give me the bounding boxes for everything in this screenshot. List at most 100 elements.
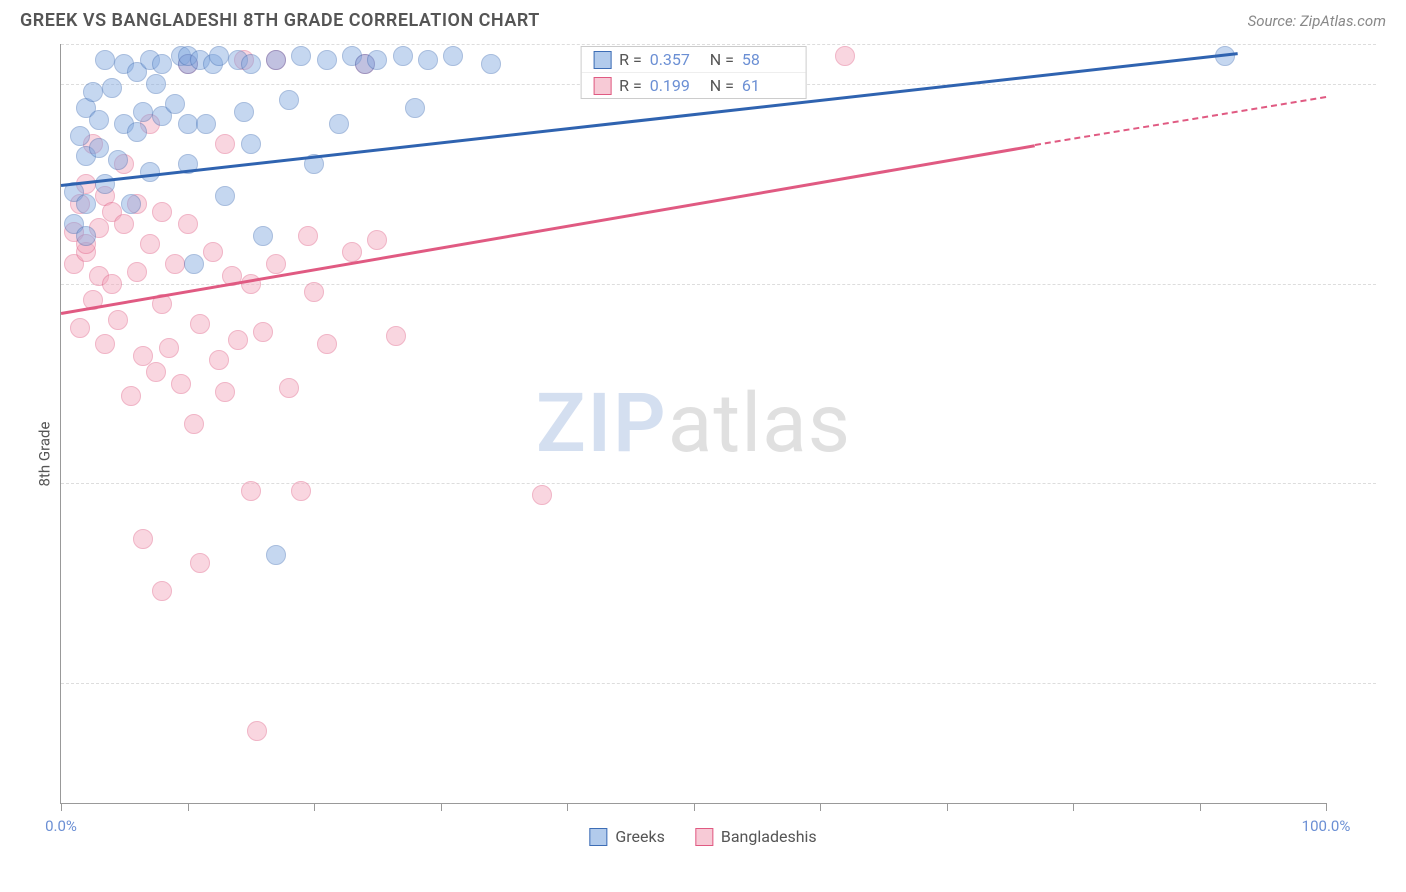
legend-row-bangladeshis: R = 0.199 N = 61 — [581, 73, 806, 98]
data-point — [266, 545, 286, 565]
data-point — [102, 78, 122, 98]
data-point — [133, 102, 153, 122]
data-point — [114, 214, 134, 234]
correlation-legend: R = 0.357 N = 58 R = 0.199 N = 61 — [580, 46, 807, 99]
series-legend: Greeks Bangladeshis — [589, 827, 816, 846]
data-point — [152, 54, 172, 74]
x-tick — [1073, 803, 1074, 811]
data-point — [127, 122, 147, 142]
data-point — [253, 226, 273, 246]
data-point — [279, 378, 299, 398]
x-tick — [694, 803, 695, 811]
data-point — [102, 274, 122, 294]
data-point — [386, 326, 406, 346]
data-point — [215, 382, 235, 402]
watermark-zip: ZIP — [536, 376, 668, 472]
swatch-greeks — [593, 51, 611, 69]
data-point — [108, 310, 128, 330]
data-point — [418, 50, 438, 70]
data-point — [152, 202, 172, 222]
legend-label-greeks: Greeks — [615, 827, 665, 846]
x-tick-label: 100.0% — [1302, 817, 1351, 835]
data-point — [329, 114, 349, 134]
data-point — [178, 214, 198, 234]
data-point — [241, 274, 261, 294]
data-point — [266, 254, 286, 274]
r-value-bangladeshis: 0.199 — [650, 76, 702, 95]
data-point — [95, 174, 115, 194]
data-point — [405, 98, 425, 118]
data-point — [76, 194, 96, 214]
data-point — [165, 254, 185, 274]
data-point — [152, 581, 172, 601]
data-point — [241, 481, 261, 501]
swatch-greeks-bottom — [589, 828, 607, 846]
data-point — [241, 54, 261, 74]
data-point — [279, 90, 299, 110]
data-point — [171, 374, 191, 394]
data-point — [835, 46, 855, 66]
data-point — [165, 94, 185, 114]
data-point — [89, 110, 109, 130]
data-point — [317, 50, 337, 70]
data-point — [146, 74, 166, 94]
data-point — [317, 334, 337, 354]
chart-header: GREEK VS BANGLADESHI 8TH GRADE CORRELATI… — [0, 0, 1406, 31]
data-point — [342, 242, 362, 262]
data-point — [215, 134, 235, 154]
data-point — [121, 386, 141, 406]
n-value-bangladeshis: 61 — [742, 76, 794, 95]
data-point — [203, 242, 223, 262]
r-value-greeks: 0.357 — [650, 50, 702, 69]
data-point — [95, 334, 115, 354]
x-tick — [820, 803, 821, 811]
data-point — [76, 226, 96, 246]
y-axis-label: 8th Grade — [35, 422, 53, 487]
data-point — [266, 50, 286, 70]
x-tick — [567, 803, 568, 811]
n-value-greeks: 58 — [742, 50, 794, 69]
data-point — [190, 314, 210, 334]
data-point — [178, 114, 198, 134]
x-tick — [441, 803, 442, 811]
data-point — [70, 126, 90, 146]
data-point — [140, 162, 160, 182]
data-point — [215, 186, 235, 206]
x-tick — [947, 803, 948, 811]
x-tick — [61, 803, 62, 811]
data-point — [184, 414, 204, 434]
data-point — [291, 481, 311, 501]
data-point — [304, 282, 324, 302]
x-tick-label: 0.0% — [45, 817, 77, 835]
swatch-bangladeshis-bottom — [695, 828, 713, 846]
data-point — [209, 46, 229, 66]
n-label: N = — [710, 76, 734, 95]
data-point — [228, 330, 248, 350]
gridline — [61, 44, 1376, 45]
r-label: R = — [619, 76, 642, 95]
legend-item-greeks: Greeks — [589, 827, 665, 846]
data-point — [209, 350, 229, 370]
chart-source: Source: ZipAtlas.com — [1248, 12, 1386, 30]
data-point — [367, 50, 387, 70]
gridline — [61, 683, 1376, 684]
data-point — [247, 721, 267, 741]
plot-region: ZIPatlas R = 0.357 N = 58 R = 0.199 N = … — [60, 44, 1326, 804]
data-point — [127, 262, 147, 282]
data-point — [291, 46, 311, 66]
data-point — [133, 529, 153, 549]
data-point — [367, 230, 387, 250]
data-point — [196, 114, 216, 134]
x-tick — [188, 803, 189, 811]
legend-item-bangladeshis: Bangladeshis — [695, 827, 817, 846]
data-point — [70, 318, 90, 338]
trend-line — [1035, 96, 1326, 146]
watermark-atlas: atlas — [668, 376, 851, 472]
data-point — [89, 138, 109, 158]
data-point — [121, 194, 141, 214]
data-point — [140, 234, 160, 254]
data-point — [298, 226, 318, 246]
legend-label-bangladeshis: Bangladeshis — [721, 827, 817, 846]
x-tick — [1326, 803, 1327, 811]
r-label: R = — [619, 50, 642, 69]
